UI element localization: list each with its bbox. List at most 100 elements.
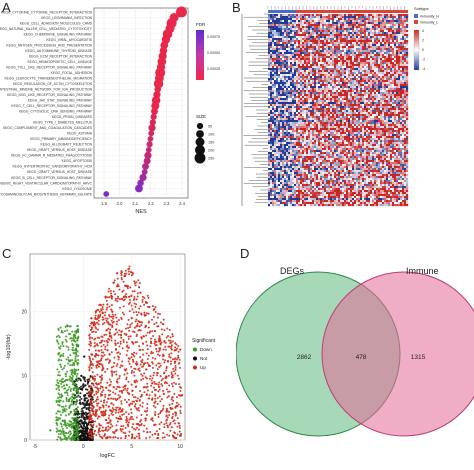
- heatmap-cell: [310, 116, 312, 118]
- heatmap-cell: [366, 48, 368, 50]
- heatmap-cell: [322, 100, 324, 102]
- heatmap-cell: [396, 58, 398, 60]
- heatmap-cell: [400, 110, 402, 112]
- heatmap-cell: [284, 76, 286, 78]
- heatmap-cell: [382, 90, 384, 92]
- heatmap-cell: [402, 34, 404, 36]
- heatmap-cell: [316, 94, 318, 96]
- heatmap-cell: [284, 90, 286, 92]
- heatmap-cell: [336, 46, 338, 48]
- heatmap-cell: [342, 32, 344, 34]
- heatmap-cell: [286, 122, 288, 124]
- size-legend-dot: [196, 130, 204, 138]
- heatmap-cell: [362, 40, 364, 42]
- heatmap-cell: [300, 140, 302, 142]
- heatmap-cell: [334, 48, 336, 50]
- heatmap-cell: [360, 68, 362, 70]
- heatmap-cell: [394, 44, 396, 46]
- heatmap-cell: [352, 84, 354, 86]
- heatmap-cell: [394, 52, 396, 54]
- heatmap-cell: [332, 88, 334, 90]
- heatmap-cell: [282, 76, 284, 78]
- heatmap-cell: [396, 28, 398, 30]
- heatmap-cell: [358, 76, 360, 78]
- heatmap-cell: [328, 102, 330, 104]
- heatmap-cell: [316, 14, 318, 16]
- heatmap-cell: [312, 128, 314, 130]
- heatmap-cell: [358, 140, 360, 142]
- heatmap-cell: [278, 106, 280, 108]
- heatmap-cell: [382, 46, 384, 48]
- heatmap-cell: [274, 72, 276, 74]
- heatmap-cell: [396, 64, 398, 66]
- heatmap-cell: [392, 64, 394, 66]
- heatmap-cell: [374, 44, 376, 46]
- heatmap-cell: [382, 24, 384, 26]
- heatmap-cell: [370, 132, 372, 134]
- heatmap-cell: [272, 64, 274, 66]
- heatmap-cell: [344, 50, 346, 52]
- heatmap-cell: [270, 92, 272, 94]
- heatmap-cell: [272, 116, 274, 118]
- heatmap-cell: [390, 144, 392, 146]
- heatmap-cell: [270, 14, 272, 16]
- heatmap-cell: [326, 118, 328, 120]
- heatmap-cell: [340, 110, 342, 112]
- heatmap-cell: [380, 44, 382, 46]
- heatmap-cell: [284, 38, 286, 40]
- heatmap-cell: [278, 142, 280, 144]
- heatmap-cell: [366, 34, 368, 36]
- heatmap-cell: [360, 48, 362, 50]
- heatmap-cell: [282, 116, 284, 118]
- heatmap-cell: [316, 46, 318, 48]
- heatmap-cell: [346, 96, 348, 98]
- heatmap-cell: [282, 14, 284, 16]
- heatmap-cell: [284, 132, 286, 134]
- heatmap-cell: [338, 24, 340, 26]
- heatmap-cell: [340, 114, 342, 116]
- heatmap-cell: [310, 46, 312, 48]
- heatmap-cell: [324, 50, 326, 52]
- heatmap-cell: [376, 18, 378, 20]
- heatmap-cell: [406, 142, 408, 144]
- heatmap-cell: [374, 118, 376, 120]
- heatmap-cell: [320, 64, 322, 66]
- heatmap-cell: [342, 108, 344, 110]
- heatmap-cell: [342, 40, 344, 42]
- heatmap-cell: [346, 88, 348, 90]
- heatmap-cell: [356, 142, 358, 144]
- heatmap-cell: [310, 52, 312, 54]
- pathway-label: KEGG_LEUKOCYTE_TRANSENDOTHELIAL_MIGRATIO…: [4, 76, 92, 80]
- heatmap-cell: [278, 138, 280, 140]
- heatmap-cell: [392, 54, 394, 56]
- heatmap-cell: [348, 26, 350, 28]
- heatmap-cell: [390, 118, 392, 120]
- heatmap-cell: [304, 140, 306, 142]
- heatmap-cell: [366, 72, 368, 74]
- heatmap-cell: [290, 40, 292, 42]
- heatmap-cell: [368, 16, 370, 18]
- heatmap-cell: [298, 132, 300, 134]
- heatmap-cell: [312, 86, 314, 88]
- heatmap-cell: [280, 46, 282, 48]
- heatmap-cell: [318, 136, 320, 138]
- heatmap-cell: [364, 114, 366, 116]
- heatmap-cell: [294, 50, 296, 52]
- heatmap-cell: [322, 16, 324, 18]
- heatmap-cell: [288, 98, 290, 100]
- heatmap-cell: [328, 38, 330, 40]
- heatmap-cell: [332, 14, 334, 16]
- heatmap-cell: [296, 134, 298, 136]
- heatmap-cell: [372, 146, 374, 148]
- heatmap-cell: [386, 18, 388, 20]
- heatmap-cell: [292, 80, 294, 82]
- heatmap-cell: [382, 40, 384, 42]
- heatmap-cell: [368, 128, 370, 130]
- heatmap-cell: [352, 116, 354, 118]
- heatmap-cell: [348, 42, 350, 44]
- heatmap-cell: [350, 84, 352, 86]
- heatmap-cell: [356, 122, 358, 124]
- heatmap-cell: [278, 82, 280, 84]
- heatmap-cell: [332, 106, 334, 108]
- heatmap-cell: [394, 38, 396, 40]
